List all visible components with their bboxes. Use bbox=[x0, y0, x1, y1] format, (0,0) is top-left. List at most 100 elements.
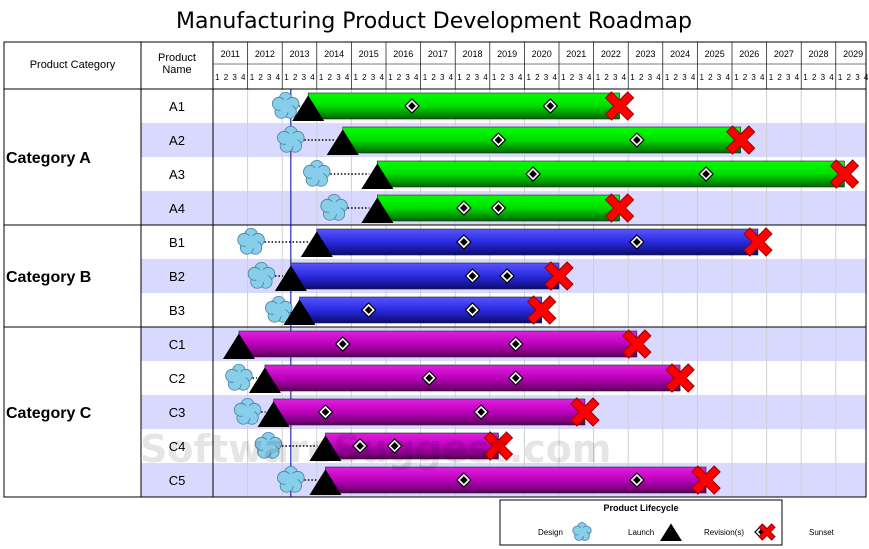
quarter-label: 1 bbox=[388, 73, 393, 82]
year-label: 2014 bbox=[324, 49, 344, 59]
launch-marker bbox=[274, 265, 307, 291]
quarter-label: 4 bbox=[725, 73, 730, 82]
sunset-marker bbox=[829, 159, 860, 189]
year-label: 2025 bbox=[705, 49, 725, 59]
quarter-label: 2 bbox=[743, 73, 748, 82]
year-label: 2024 bbox=[670, 49, 690, 59]
quarter-label: 3 bbox=[682, 73, 687, 82]
quarter-label: 2 bbox=[224, 73, 229, 82]
launch-marker bbox=[248, 367, 281, 393]
quarter-label: 3 bbox=[786, 73, 791, 82]
quarter-label: 2 bbox=[812, 73, 817, 82]
quarter-label: 1 bbox=[699, 73, 704, 82]
quarter-label: 1 bbox=[526, 73, 531, 82]
quarter-label: 2 bbox=[431, 73, 436, 82]
quarter-label: 1 bbox=[250, 73, 255, 82]
design-center bbox=[310, 167, 324, 181]
revision-core bbox=[364, 306, 373, 314]
year-label: 2016 bbox=[393, 49, 413, 59]
legend-sunset-icon bbox=[758, 523, 776, 541]
header-product-name: Product bbox=[158, 52, 196, 64]
year-label: 2011 bbox=[221, 49, 240, 59]
year-label: 2027 bbox=[774, 49, 794, 59]
quarter-label: 2 bbox=[639, 73, 644, 82]
design-marker bbox=[277, 125, 305, 153]
year-label: 2017 bbox=[428, 49, 448, 59]
quarter-label: 3 bbox=[717, 73, 722, 82]
sunset-marker bbox=[604, 193, 635, 223]
sunset-cross bbox=[622, 329, 652, 359]
legend-title: Product Lifecycle bbox=[603, 503, 678, 513]
legend-label-design: Design bbox=[538, 528, 563, 537]
quarter-label: 2 bbox=[708, 73, 713, 82]
quarter-label: 1 bbox=[665, 73, 670, 82]
lifecycle-bar bbox=[377, 160, 845, 188]
revision-marker bbox=[525, 166, 541, 182]
design-marker bbox=[265, 295, 293, 323]
revision-core bbox=[408, 102, 416, 110]
quarter-label: 2 bbox=[535, 73, 540, 82]
sunset-cross bbox=[725, 125, 756, 155]
launch-marker bbox=[309, 469, 342, 495]
revision-core bbox=[633, 136, 641, 144]
revision-core bbox=[390, 442, 399, 450]
year-label: 2029 bbox=[843, 49, 863, 59]
quarter-label: 1 bbox=[284, 73, 289, 82]
quarter-label: 3 bbox=[232, 73, 237, 82]
quarter-label: 4 bbox=[795, 73, 800, 82]
quarter-label: 4 bbox=[449, 73, 454, 82]
quarter-label: 4 bbox=[622, 73, 627, 82]
quarter-label: 3 bbox=[613, 73, 618, 82]
quarter-label: 4 bbox=[276, 73, 281, 82]
revision-marker bbox=[698, 166, 714, 182]
design-center bbox=[241, 405, 255, 419]
design-marker bbox=[254, 431, 283, 459]
design-center bbox=[261, 439, 275, 453]
year-label: 2018 bbox=[462, 49, 482, 59]
quarter-label: 4 bbox=[414, 73, 419, 82]
revision-core bbox=[529, 170, 537, 178]
quarter-label: 2 bbox=[362, 73, 367, 82]
design-marker bbox=[225, 363, 253, 391]
year-label: 2026 bbox=[739, 49, 759, 59]
design-center bbox=[284, 133, 298, 147]
quarter-label: 3 bbox=[302, 73, 307, 82]
lifecycle-bar bbox=[264, 364, 681, 392]
revision-marker bbox=[490, 200, 507, 216]
sunset-cross bbox=[665, 363, 695, 393]
quarter-label: 1 bbox=[596, 73, 601, 82]
revision-marker bbox=[404, 98, 420, 114]
sunset-cross bbox=[604, 91, 635, 121]
sunset-cross bbox=[691, 465, 721, 495]
quarter-label: 4 bbox=[552, 73, 557, 82]
sunset-cross bbox=[544, 261, 574, 291]
sunset-marker bbox=[691, 465, 721, 495]
revision-marker bbox=[507, 336, 524, 352]
design-center bbox=[279, 99, 293, 113]
quarter-label: 2 bbox=[604, 73, 609, 82]
launch-marker bbox=[361, 197, 394, 223]
quarter-label: 3 bbox=[544, 73, 549, 82]
sunset-marker bbox=[622, 329, 652, 359]
launch-marker bbox=[361, 163, 394, 189]
chart-title: Manufacturing Product Development Roadma… bbox=[176, 9, 692, 34]
design-center bbox=[577, 527, 587, 537]
quarter-label: 2 bbox=[847, 73, 852, 82]
launch-marker bbox=[300, 231, 333, 257]
quarter-label: 2 bbox=[777, 73, 782, 82]
category-label: Category C bbox=[6, 405, 92, 422]
revision-core bbox=[494, 204, 503, 212]
quarter-label: 4 bbox=[241, 73, 246, 82]
quarter-label: 3 bbox=[336, 73, 341, 82]
legend-label-revision: Revision(s) bbox=[704, 528, 744, 537]
revision-core bbox=[460, 204, 468, 212]
quarter-label: 1 bbox=[838, 73, 843, 82]
header-product-name: Name bbox=[162, 64, 191, 76]
revision-marker bbox=[386, 438, 403, 454]
quarter-label: 1 bbox=[769, 73, 774, 82]
design-center bbox=[284, 473, 298, 487]
watermark-text: SoftwareSuggest.com bbox=[140, 427, 611, 471]
quarter-label: 4 bbox=[829, 73, 834, 82]
year-label: 2022 bbox=[601, 49, 621, 59]
